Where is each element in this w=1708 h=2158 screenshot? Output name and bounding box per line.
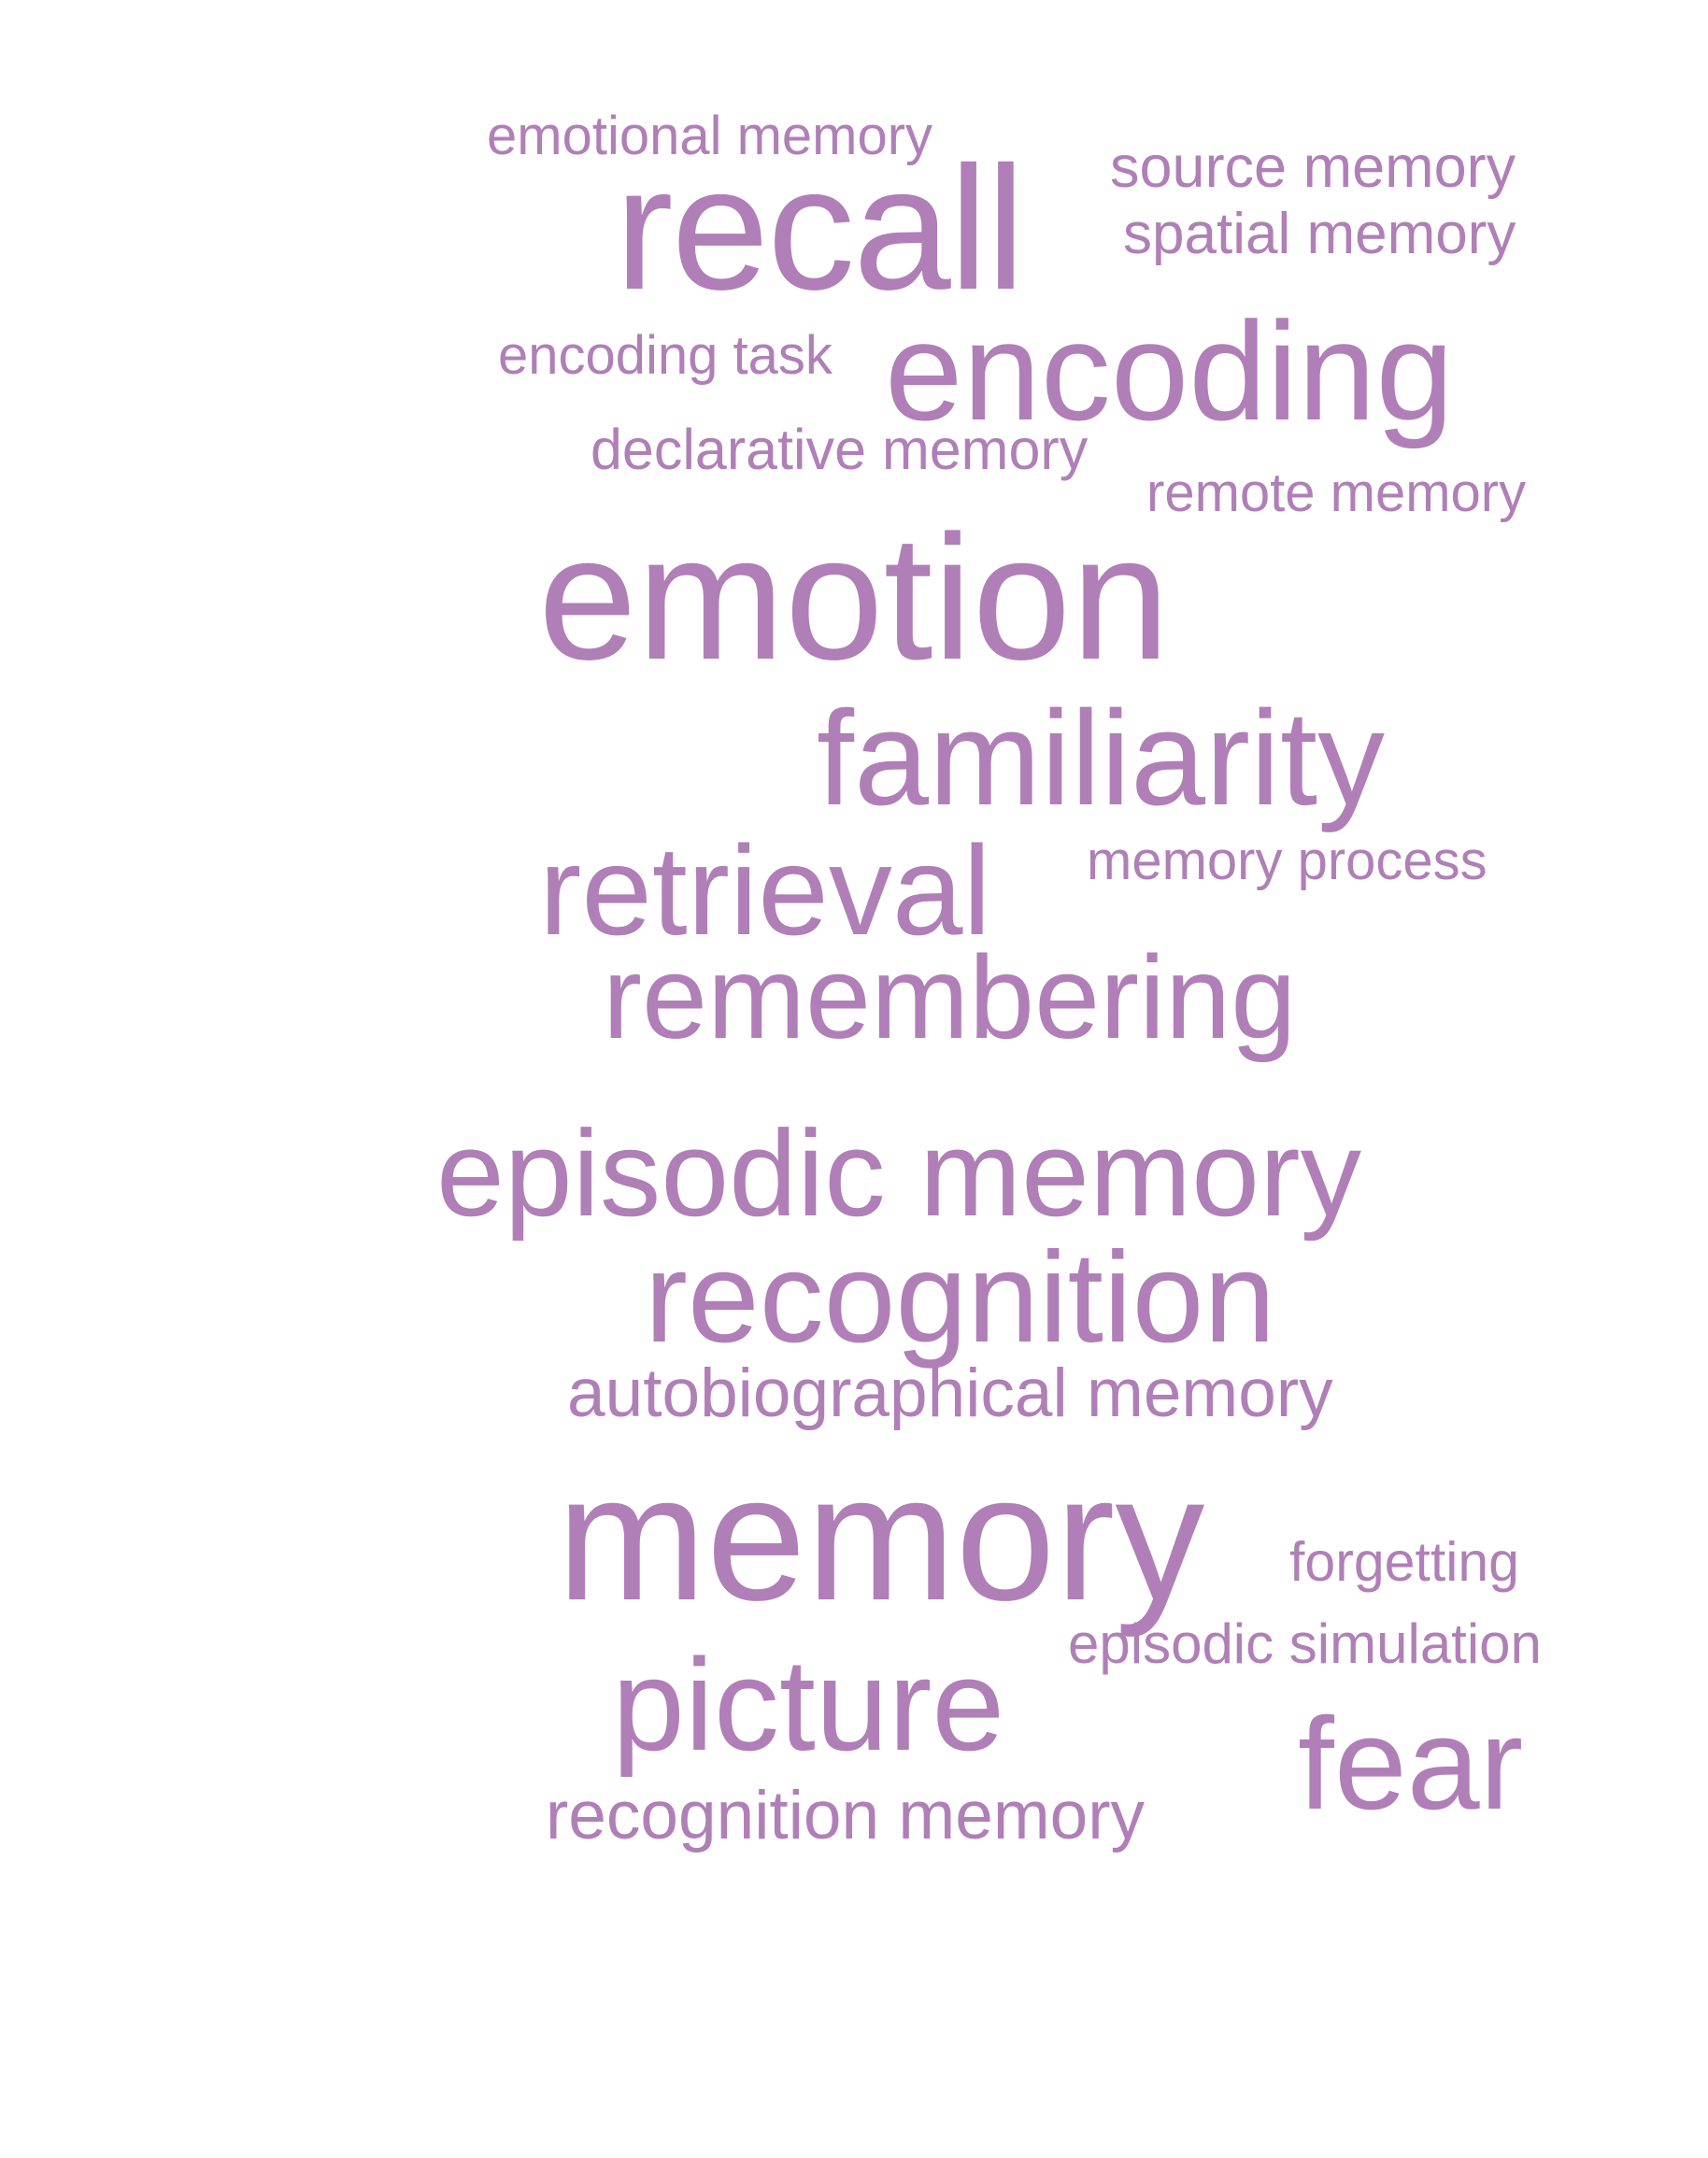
word-declarative-memory: declarative memory (591, 418, 1089, 481)
word-memory-process: memory process (1087, 831, 1487, 891)
word-fear: fear (1298, 1690, 1524, 1837)
word-recognition: recognition (645, 1226, 1276, 1370)
word-recognition-memory: recognition memory (546, 1778, 1146, 1853)
word-autobiographical-memory: autobiographical memory (567, 1356, 1333, 1431)
word-remote-memory: remote memory (1146, 462, 1527, 523)
word-spatial-memory: spatial memory (1123, 202, 1516, 266)
word-episodic-simulation: episodic simulation (1068, 1612, 1542, 1675)
word-recall: recall (615, 130, 1025, 326)
word-memory: memory (557, 1437, 1205, 1638)
word-episodic-memory: episodic memory (436, 1104, 1362, 1242)
word-retrieval: retrieval (539, 819, 991, 961)
word-encoding: encoding (885, 292, 1454, 449)
word-source-memory: source memory (1110, 135, 1516, 200)
word-encoding-task: encoding task (498, 325, 833, 386)
word-familiarity: familiarity (817, 683, 1386, 833)
word-forgetting: forgetting (1289, 1531, 1519, 1593)
word-emotional-memory: emotional memory (487, 106, 933, 166)
word-remembering: remembering (603, 931, 1297, 1063)
word-picture: picture (612, 1631, 1005, 1778)
word-emotion: emotion (538, 499, 1170, 697)
